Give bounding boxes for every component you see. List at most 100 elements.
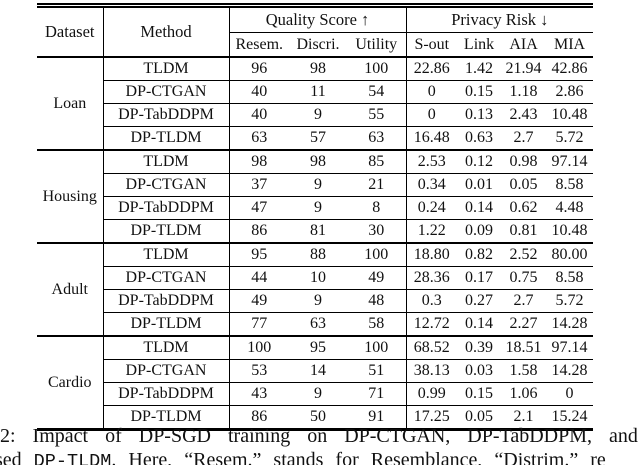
resem-cell: 40 bbox=[229, 103, 289, 127]
utility-cell: 21 bbox=[347, 173, 407, 197]
utility-cell: 30 bbox=[347, 219, 407, 243]
s-out-cell: 12.72 bbox=[406, 312, 458, 336]
table-header: Dataset Method Quality Score ↑ Privacy R… bbox=[37, 5, 594, 58]
aia-cell: 0.98 bbox=[501, 149, 547, 174]
col-group-quality-score: Quality Score ↑ bbox=[229, 5, 407, 33]
mia-cell: 15.24 bbox=[546, 405, 594, 430]
s-out-cell: 17.25 bbox=[406, 405, 458, 430]
link-cell: 1.42 bbox=[457, 56, 502, 81]
method-cell: DP-TabDDPM bbox=[103, 289, 230, 313]
col-header-aia: AIA bbox=[501, 32, 547, 58]
resem-cell: 77 bbox=[229, 312, 289, 336]
resem-cell: 44 bbox=[229, 266, 289, 290]
col-header-link: Link bbox=[457, 32, 502, 58]
mia-cell: 0 bbox=[546, 382, 594, 406]
aia-cell: 2.7 bbox=[501, 289, 547, 313]
table-row: Cardio TLDM 100 95 100 68.52 0.39 18.51 97.14 bbox=[37, 335, 594, 430]
table-row: DP-CTGAN 53 14 51 38.13 0.03 1.58 14.28 bbox=[37, 359, 594, 383]
s-out-cell: 0.3 bbox=[406, 289, 458, 313]
caption-code-dp-tldm: DP-TLDM bbox=[33, 451, 112, 465]
discri-cell: 98 bbox=[289, 56, 347, 81]
method-cell: DP-TLDM bbox=[103, 126, 230, 150]
aia-cell: 18.51 bbox=[501, 335, 547, 360]
link-cell: 0.01 bbox=[457, 173, 502, 197]
table-caption-line-2: sed DP-TLDM. Here, “Resem.” stands for R… bbox=[0, 449, 606, 465]
utility-cell: 100 bbox=[347, 335, 407, 360]
discri-cell: 95 bbox=[289, 335, 347, 360]
utility-cell: 48 bbox=[347, 289, 407, 313]
link-cell: 0.14 bbox=[457, 196, 502, 220]
aia-cell: 1.58 bbox=[501, 359, 547, 383]
utility-cell: 49 bbox=[347, 266, 407, 290]
discri-cell: 9 bbox=[289, 196, 347, 220]
s-out-cell: 68.52 bbox=[406, 335, 458, 360]
utility-cell: 91 bbox=[347, 405, 407, 430]
discri-cell: 9 bbox=[289, 103, 347, 127]
discri-cell: 9 bbox=[289, 382, 347, 406]
aia-cell: 2.52 bbox=[501, 242, 547, 267]
aia-cell: 0.05 bbox=[501, 173, 547, 197]
table-body: Loan TLDM 96 98 100 22.86 1.42 21.94 42.86 DP-CTG… bbox=[37, 56, 594, 430]
table-row: DP-TabDDPM 47 9 8 0.24 0.14 0.62 4.48 bbox=[37, 196, 594, 220]
table-row: DP-TabDDPM 40 9 55 0 0.13 2.43 10.48 bbox=[37, 103, 594, 127]
discri-cell: 57 bbox=[289, 126, 347, 150]
method-cell: DP-CTGAN bbox=[103, 359, 230, 383]
link-cell: 0.14 bbox=[457, 312, 502, 336]
discri-cell: 9 bbox=[289, 289, 347, 313]
table-row: DP-CTGAN 44 10 49 28.36 0.17 0.75 8.58 bbox=[37, 266, 594, 290]
mia-cell: 10.48 bbox=[546, 219, 594, 243]
mia-cell: 5.72 bbox=[546, 289, 594, 313]
col-header-resem: Resem. bbox=[229, 32, 289, 58]
col-header-dataset: Dataset bbox=[37, 5, 104, 58]
aia-cell: 2.7 bbox=[501, 126, 547, 150]
link-cell: 0.17 bbox=[457, 266, 502, 290]
dataset-cell: Housing bbox=[37, 149, 104, 243]
table-row: DP-CTGAN 40 11 54 0 0.15 1.18 2.86 bbox=[37, 80, 594, 104]
table-row: DP-TLDM 86 81 30 1.22 0.09 0.81 10.48 bbox=[37, 219, 594, 243]
method-cell: DP-TLDM bbox=[103, 405, 230, 430]
mia-cell: 10.48 bbox=[546, 103, 594, 127]
mia-cell: 14.28 bbox=[546, 359, 594, 383]
utility-cell: 100 bbox=[347, 242, 407, 267]
s-out-cell: 0 bbox=[406, 80, 458, 104]
aia-cell: 1.18 bbox=[501, 80, 547, 104]
utility-cell: 55 bbox=[347, 103, 407, 127]
link-cell: 0.82 bbox=[457, 242, 502, 267]
utility-cell: 54 bbox=[347, 80, 407, 104]
aia-cell: 0.81 bbox=[501, 219, 547, 243]
discri-cell: 50 bbox=[289, 405, 347, 430]
discri-cell: 9 bbox=[289, 173, 347, 197]
resem-cell: 37 bbox=[229, 173, 289, 197]
dataset-cell: Cardio bbox=[37, 335, 104, 430]
link-cell: 0.03 bbox=[457, 359, 502, 383]
utility-cell: 85 bbox=[347, 149, 407, 174]
s-out-cell: 18.80 bbox=[406, 242, 458, 267]
method-cell: TLDM bbox=[103, 242, 230, 267]
mia-cell: 2.86 bbox=[546, 80, 594, 104]
discri-cell: 88 bbox=[289, 242, 347, 267]
discri-cell: 10 bbox=[289, 266, 347, 290]
link-cell: 0.27 bbox=[457, 289, 502, 313]
resem-cell: 98 bbox=[229, 149, 289, 174]
resem-cell: 40 bbox=[229, 80, 289, 104]
s-out-cell: 1.22 bbox=[406, 219, 458, 243]
s-out-cell: 28.36 bbox=[406, 266, 458, 290]
aia-cell: 21.94 bbox=[501, 56, 547, 81]
s-out-cell: 0.24 bbox=[406, 196, 458, 220]
utility-cell: 51 bbox=[347, 359, 407, 383]
mia-cell: 8.58 bbox=[546, 173, 594, 197]
method-cell: DP-TLDM bbox=[103, 312, 230, 336]
aia-cell: 2.43 bbox=[501, 103, 547, 127]
discri-cell: 63 bbox=[289, 312, 347, 336]
utility-cell: 58 bbox=[347, 312, 407, 336]
link-cell: 0.39 bbox=[457, 335, 502, 360]
dataset-cell: Loan bbox=[37, 56, 104, 150]
link-cell: 0.09 bbox=[457, 219, 502, 243]
method-cell: TLDM bbox=[103, 335, 230, 360]
resem-cell: 49 bbox=[229, 289, 289, 313]
table-row: DP-TabDDPM 43 9 71 0.99 0.15 1.06 0 bbox=[37, 382, 594, 406]
link-cell: 0.15 bbox=[457, 382, 502, 406]
table-row: DP-TLDM 77 63 58 12.72 0.14 2.27 14.28 bbox=[37, 312, 594, 336]
col-header-discri: Discri. bbox=[289, 32, 347, 58]
aia-cell: 1.06 bbox=[501, 382, 547, 406]
